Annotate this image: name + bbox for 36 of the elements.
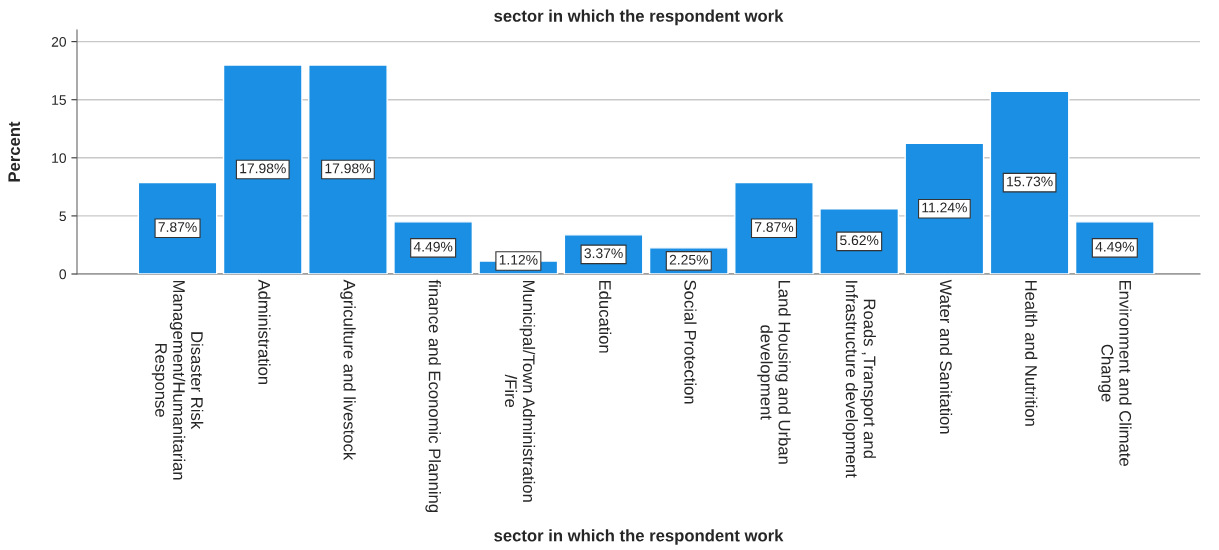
y-tick-label: 0 (59, 269, 67, 280)
x-tick-label: Social Protection (684, 280, 697, 404)
bar (222, 64, 303, 274)
bar (308, 64, 388, 274)
data-label: 11.24% (922, 202, 967, 213)
x-tick-label: Administration (258, 279, 271, 385)
bar (904, 142, 985, 274)
data-label: 17.98% (240, 163, 286, 174)
y-axis-title: Percent (8, 121, 21, 182)
data-label: 1.12% (499, 254, 538, 265)
data-label: 4.49% (413, 241, 453, 252)
x-axis-title: sector in which the respondent work (494, 529, 784, 545)
data-label: 17.98% (325, 163, 372, 174)
x-tick-label: Roads ,Transport and Infrastructure development (842, 281, 876, 478)
data-label: 7.87% (158, 222, 197, 233)
data-label: 5.62% (840, 235, 879, 246)
y-tick-label: 20 (51, 36, 67, 47)
x-tick-label: Health and Nutrition (1025, 280, 1038, 426)
x-tick-label: Agriculture and livestock (340, 279, 356, 461)
data-label: 7.87% (755, 222, 794, 233)
y-tick-label: 10 (52, 153, 67, 163)
bar (989, 90, 1070, 274)
data-label: 4.49% (1095, 241, 1134, 252)
x-tick-label: Environment and Climate Change (1098, 280, 1132, 466)
x-tick-label: Land Housing and Urban development (757, 280, 791, 464)
data-label: 15.73% (1007, 176, 1053, 187)
y-tick-label: 5 (59, 211, 66, 222)
data-label: 3.37% (584, 248, 623, 259)
chart-title: sector in which the respondent work (494, 9, 784, 26)
x-tick-label: Municipal/Town Administration /Fire (504, 280, 536, 502)
x-tick-label: Water and Sanitation (939, 279, 953, 434)
x-tick-label: finance and Economic Planning (425, 279, 441, 512)
x-tick-label: Education (599, 280, 612, 353)
y-tick-label: 15 (52, 95, 66, 105)
data-label: 2.25% (669, 254, 708, 265)
x-tick-label: Disaster Risk Management/Humanitarian Response (151, 280, 204, 480)
